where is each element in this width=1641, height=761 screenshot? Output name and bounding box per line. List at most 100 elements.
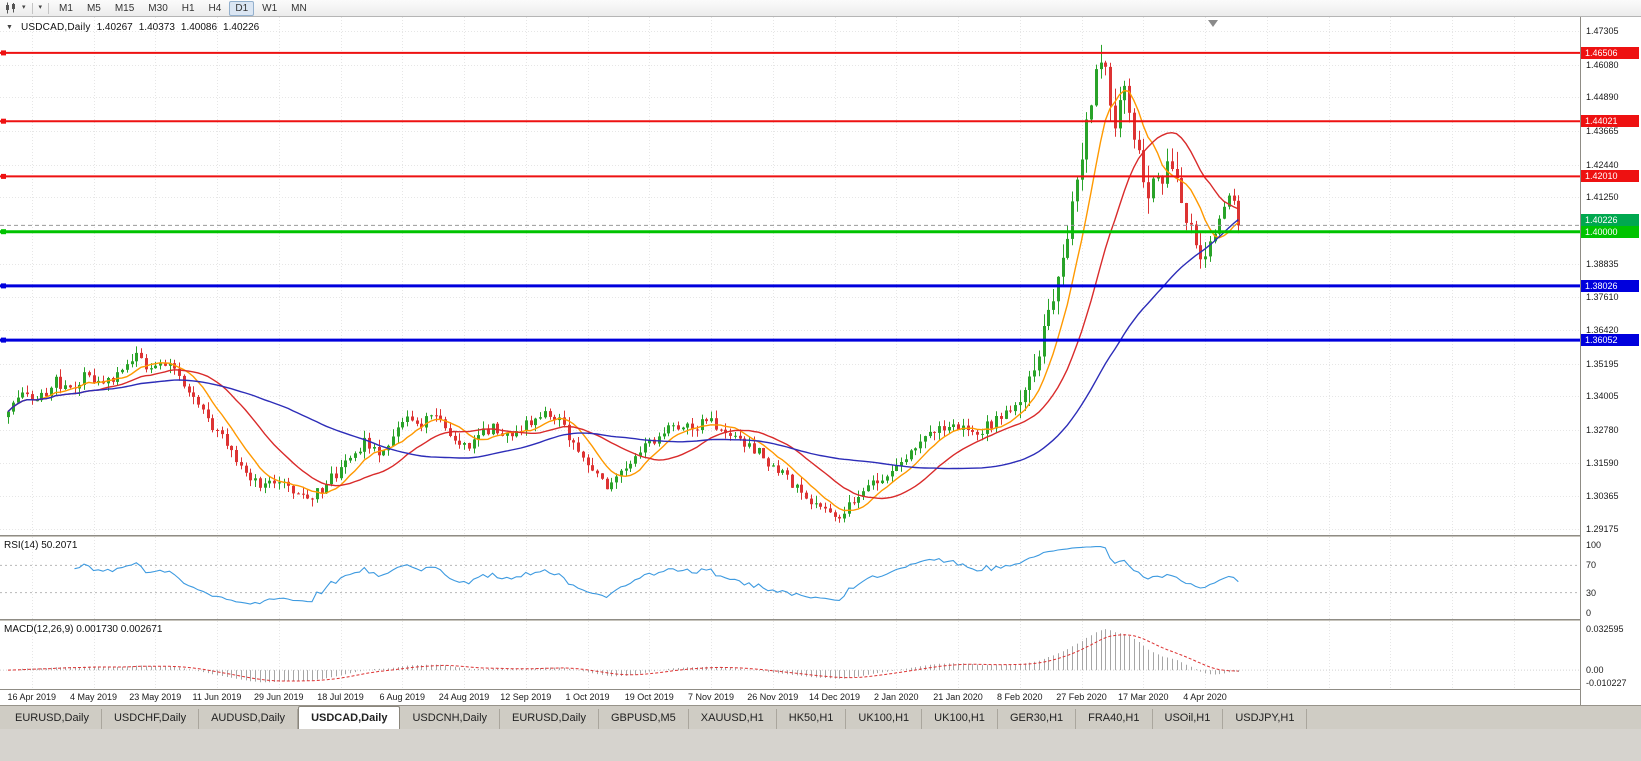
- date-tick: 2 Jan 2020: [873, 692, 919, 702]
- indicators-dropdown-icon[interactable]: ▾: [38, 4, 43, 11]
- chart-window: ▼ USDCAD,Daily 1.40267 1.40373 1.40086 1…: [0, 17, 1641, 705]
- chart-tab-usoil-h1[interactable]: USOil,H1: [1153, 709, 1224, 729]
- date-tick: 23 May 2019: [129, 692, 182, 702]
- date-tick: 29 Jun 2019: [253, 692, 304, 702]
- date-tick: 27 Feb 2020: [1056, 692, 1107, 702]
- candlestick-series: [7, 44, 1240, 523]
- line-handle[interactable]: [1, 118, 6, 124]
- macd-histogram: [13, 629, 1239, 683]
- line-handle[interactable]: [1, 283, 6, 289]
- toolbar-separator: [48, 2, 50, 14]
- chart-tab-uk100-h1[interactable]: UK100,H1: [922, 709, 998, 729]
- price-tick: 1.43665: [1586, 125, 1619, 136]
- date-tick: 26 Nov 2019: [747, 692, 799, 702]
- macd-tick: 0.032595: [1586, 624, 1624, 634]
- price-tick: 1.46080: [1586, 59, 1619, 70]
- chart-type-icon[interactable]: [4, 2, 19, 14]
- macd-chart: [0, 621, 1580, 689]
- chart-tab-hk50-h1[interactable]: HK50,H1: [777, 709, 847, 729]
- rsi-indicator-label: RSI(14) 50.2071: [4, 540, 78, 551]
- line-handle[interactable]: [1, 229, 6, 235]
- candlestick-chart: [0, 17, 1580, 535]
- grid: [0, 537, 1580, 619]
- grid: [0, 17, 1580, 535]
- line-handle[interactable]: [1, 50, 6, 56]
- status-bar: [0, 729, 1641, 761]
- price-line-tag-1.44021[interactable]: 1.44021: [1581, 115, 1639, 128]
- price-tick: 1.34005: [1586, 391, 1619, 402]
- date-tick: 18 Jul 2019: [317, 692, 364, 702]
- chart-tab-audusd-daily[interactable]: AUDUSD,Daily: [199, 709, 299, 729]
- date-tick: 1 Oct 2019: [565, 692, 610, 702]
- timeframe-m5-button[interactable]: M5: [86, 2, 101, 14]
- date-tick: 4 May 2019: [69, 692, 118, 702]
- timeframe-m15-button[interactable]: M15: [114, 2, 135, 14]
- price-line-tag-1.42010[interactable]: 1.42010: [1581, 170, 1639, 183]
- chart-tab-usdcad-daily[interactable]: USDCAD,Daily: [298, 706, 401, 729]
- chart-shift-marker[interactable]: [1208, 20, 1218, 27]
- price-tick: 1.38835: [1586, 258, 1619, 269]
- moving-average-8: [7, 89, 1239, 512]
- line-handle[interactable]: [1, 337, 6, 343]
- rsi-panel[interactable]: RSI(14) 50.2071: [0, 537, 1580, 619]
- rsi-chart: [0, 537, 1580, 619]
- chart-tab-eurusd-daily[interactable]: EURUSD,Daily: [500, 709, 599, 729]
- date-tick: 6 Aug 2019: [379, 692, 426, 702]
- date-tick: 11 Jun 2019: [192, 692, 242, 702]
- symbol-expand-icon[interactable]: ▼: [6, 23, 13, 31]
- timeframe-mn-button[interactable]: MN: [291, 2, 307, 14]
- timeframe-w1-button[interactable]: W1: [262, 2, 278, 14]
- macd-signal-line: [7, 634, 1239, 682]
- timeframe-m1-button[interactable]: M1: [59, 2, 73, 14]
- timeframe-buttons: M1 M5 M15 M30 H1 H4 D1 W1 MN: [53, 0, 313, 16]
- price-line-tag-1.40000[interactable]: 1.40000: [1581, 225, 1639, 238]
- price-tick: 1.37610: [1586, 292, 1619, 303]
- chart-header: ▼ USDCAD,Daily 1.40267 1.40373 1.40086 1…: [4, 22, 259, 33]
- rsi-tick: 100: [1586, 540, 1602, 550]
- panel-splitter[interactable]: [0, 535, 1580, 537]
- date-tick: 21 Jan 2020: [933, 692, 983, 702]
- price-axis[interactable]: 1.47305 1.46080 1.44890 1.43665 1.42440 1.412…: [1580, 17, 1641, 705]
- bid-price-tag[interactable]: 1.40226: [1581, 213, 1639, 226]
- chart-tab-gbpusd-m5[interactable]: GBPUSD,M5: [599, 709, 689, 729]
- timeframe-m30-button[interactable]: M30: [148, 2, 168, 14]
- chart-tabs-bar: EURUSD,Daily USDCHF,Daily AUDUSD,Daily USDC…: [0, 705, 1641, 729]
- macd-tick: -0.010227: [1586, 678, 1627, 688]
- price-panel[interactable]: ▼ USDCAD,Daily 1.40267 1.40373 1.40086 1…: [0, 17, 1580, 535]
- macd-tick: 0.00: [1586, 665, 1604, 676]
- rsi-tick: 70: [1586, 560, 1597, 571]
- price-line-tag-1.46506[interactable]: 1.46506: [1581, 46, 1639, 59]
- chart-tab-usdjpy-h1[interactable]: USDJPY,H1: [1223, 709, 1308, 729]
- price-tick: 1.44890: [1586, 92, 1619, 103]
- price-tick: 1.32780: [1586, 424, 1619, 435]
- date-tick: 19 Oct 2019: [624, 692, 674, 702]
- chart-tab-eurusd-daily[interactable]: EURUSD,Daily: [3, 709, 102, 729]
- macd-panel[interactable]: MACD(12,26,9) 0.001730 0.002671: [0, 621, 1580, 689]
- chart-tab-usdcnh-daily[interactable]: USDCNH,Daily: [400, 709, 501, 729]
- time-axis[interactable]: 16 Apr 2019 4 May 2019 23 May 2019 11 Jun 2…: [0, 689, 1580, 705]
- panel-splitter[interactable]: [0, 619, 1580, 621]
- chart-symbol-label: USDCAD,Daily: [20, 22, 91, 33]
- chart-tab-fra40-h1[interactable]: FRA40,H1: [1076, 709, 1153, 729]
- plot-area[interactable]: ▼ USDCAD,Daily 1.40267 1.40373 1.40086 1…: [0, 17, 1580, 705]
- chart-tab-usdchf-daily[interactable]: USDCHF,Daily: [102, 709, 200, 729]
- price-tick: 1.36420: [1586, 324, 1619, 335]
- date-tick: 16 Apr 2019: [7, 692, 57, 702]
- ohlc-low: 1.40086: [180, 22, 218, 33]
- moving-average-20: [7, 131, 1239, 500]
- timeframe-h4-button[interactable]: H4: [208, 2, 222, 14]
- chart-tab-uk100-h1[interactable]: UK100,H1: [846, 709, 923, 729]
- date-tick: 14 Dec 2019: [808, 692, 861, 702]
- timeframe-d1-button[interactable]: D1: [229, 0, 255, 16]
- price-line-tag-1.36052[interactable]: 1.36052: [1581, 334, 1639, 347]
- date-tick: 17 Mar 2020: [1117, 692, 1169, 702]
- timeframe-h1-button[interactable]: H1: [181, 2, 195, 14]
- line-handle[interactable]: [1, 173, 6, 179]
- price-line-tag-1.38026[interactable]: 1.38026: [1581, 279, 1639, 292]
- chart-tab-xauusd-h1[interactable]: XAUUSD,H1: [689, 709, 777, 729]
- chart-tab-ger30-h1[interactable]: GER30,H1: [998, 709, 1077, 729]
- rsi-line: [74, 546, 1239, 605]
- date-tick: 12 Sep 2019: [500, 692, 552, 702]
- chart-type-dropdown-icon[interactable]: ▾: [22, 4, 26, 11]
- rsi-tick: 0: [1586, 608, 1592, 618]
